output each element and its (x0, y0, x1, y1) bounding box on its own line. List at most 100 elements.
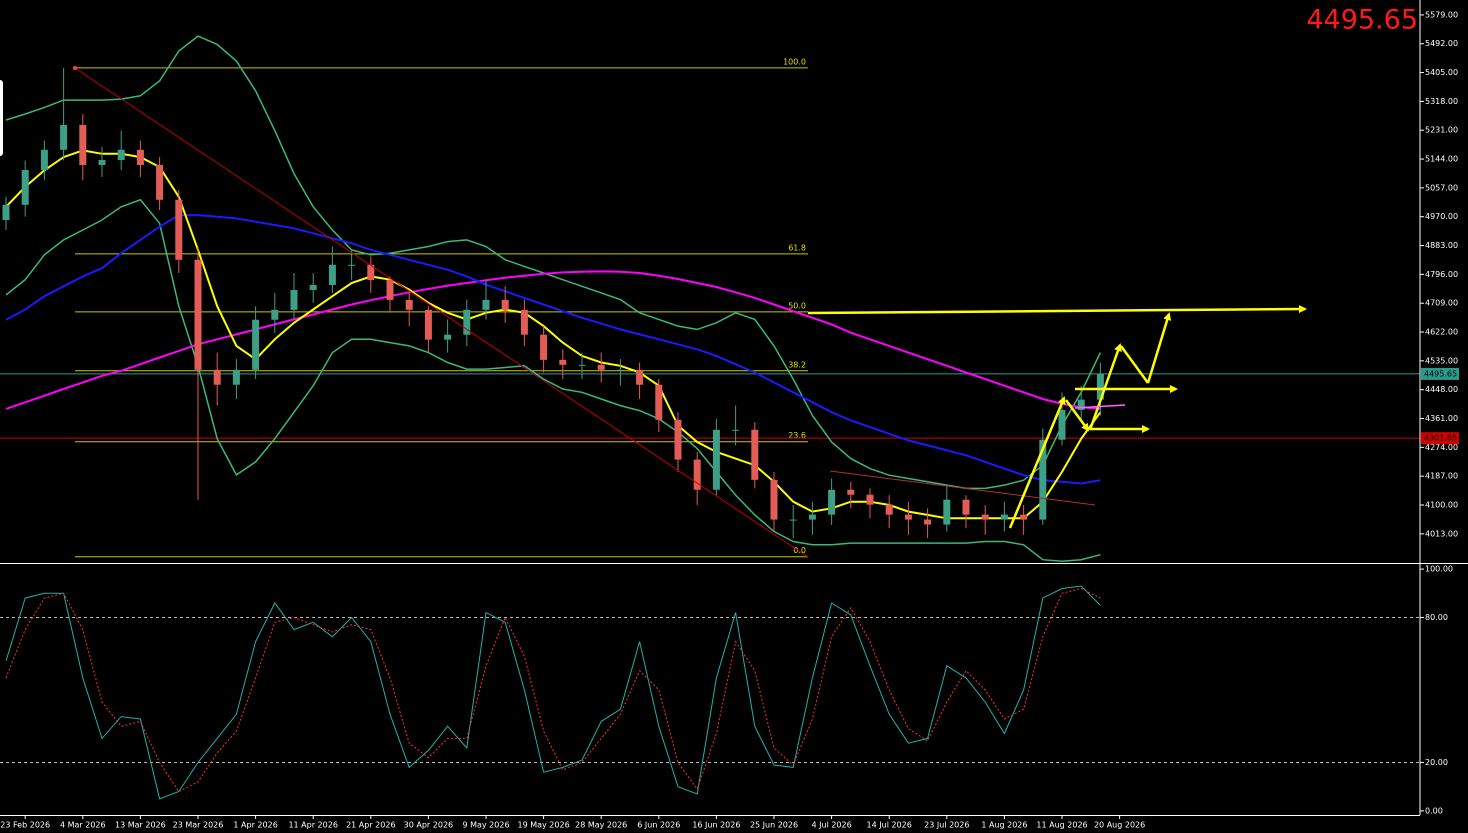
y-tick-label: 4970.00 (1425, 212, 1458, 221)
indicator-line (5, 587, 1101, 793)
annotation-line (1074, 404, 1126, 409)
candle-body (789, 519, 797, 521)
candle-body (866, 494, 874, 505)
x-tick-label: 19 May 2026 (518, 821, 570, 830)
x-tick-label: 28 May 2026 (575, 821, 627, 830)
y-tick-label: 4796.00 (1425, 270, 1458, 279)
candle-body (98, 160, 106, 166)
candle-body (520, 309, 528, 335)
candle-body (367, 264, 375, 281)
candle-body (60, 124, 68, 150)
y-tick-label: 5492.00 (1425, 39, 1458, 48)
candle-body (79, 124, 87, 166)
candle-body (117, 149, 125, 161)
candle-body (1096, 373, 1104, 400)
candle-body (1039, 439, 1047, 520)
y-tick-label: 4274.00 (1425, 443, 1458, 452)
candle-body (386, 280, 394, 300)
candle-body (732, 429, 740, 431)
fib-label: 0.0 (793, 546, 806, 555)
candle-body (405, 299, 413, 310)
y-tick-label: 4622.00 (1425, 328, 1458, 337)
candle-body (1058, 409, 1066, 440)
x-tick-label: 21 Apr 2026 (346, 821, 395, 830)
candle-body (1000, 514, 1008, 520)
fib-label: 38.2 (788, 360, 806, 369)
x-tick-label: 1 Aug 2026 (981, 821, 1027, 830)
x-tick-label: 16 Jun 2026 (692, 821, 740, 830)
y-tick-label: 80.00 (1425, 613, 1448, 622)
candle-body (328, 264, 336, 285)
y-tick-label: 5405.00 (1425, 68, 1458, 77)
x-tick-label: 1 Apr 2026 (233, 821, 277, 830)
indicator-line (5, 35, 1102, 490)
arrow (1064, 399, 1090, 432)
candle-body (424, 309, 432, 340)
candle-body (693, 459, 701, 490)
arrow (1119, 345, 1150, 384)
candle-body (597, 364, 605, 370)
y-tick-label: 4883.00 (1425, 241, 1458, 250)
candle-body (463, 309, 471, 335)
marker-price-tag (1421, 432, 1459, 445)
fib-label: 61.8 (788, 243, 806, 252)
trend-line (829, 470, 1096, 506)
candle-body (40, 149, 48, 170)
candle-body (444, 334, 452, 340)
y-tick-label: 4361.00 (1425, 414, 1458, 423)
candle-body (2, 204, 10, 221)
candle-body (636, 369, 644, 385)
x-tick-label: 23 Jul 2026 (924, 821, 969, 830)
candle-body (924, 519, 932, 525)
y-tick-label: 5057.00 (1425, 183, 1458, 192)
y-tick-label: 4448.00 (1425, 385, 1458, 394)
x-tick-label: 25 Jun 2026 (750, 821, 798, 830)
annotations (0, 66, 1307, 558)
candle-body (616, 369, 624, 371)
y-tick-label: 4709.00 (1425, 299, 1458, 308)
candle-body (847, 489, 855, 495)
fib-label: 23.6 (788, 431, 806, 440)
candle-body (559, 359, 567, 365)
x-tick-label: 23 Feb 2026 (0, 821, 50, 830)
y-tick-label: 4535.00 (1425, 356, 1458, 365)
arrow (1088, 343, 1122, 431)
arrow (807, 305, 1307, 315)
candle-body (290, 289, 298, 310)
candle-body (156, 165, 164, 200)
candle-body (751, 429, 759, 480)
marker-price-tag-label: 4301.65 (1424, 434, 1457, 443)
candle-body (213, 369, 221, 385)
y-tick-label: 20.00 (1425, 758, 1448, 767)
arrow (1008, 396, 1066, 529)
candle-body (271, 309, 279, 320)
candle-body (904, 514, 912, 520)
candle-body (943, 499, 951, 525)
candle-body (1020, 514, 1028, 520)
candle-body (962, 499, 970, 515)
plot-layer: 5579.00 5492.00 5405.00 5318.00 5231.00 5144.… (0, 10, 1459, 830)
candle-body (252, 319, 260, 370)
candle-body (136, 149, 144, 166)
candle-body (309, 284, 317, 290)
x-tick-label: 20 Aug 2026 (1094, 821, 1145, 830)
candle-body (578, 364, 586, 366)
candle-body (482, 299, 490, 310)
indicator-line (5, 270, 1101, 410)
x-tick-label: 4 Jul 2026 (812, 821, 852, 830)
y-tick-label: 4013.00 (1425, 529, 1458, 538)
candle-body (885, 504, 893, 515)
fib-label: 100.0 (783, 57, 806, 66)
anchor-dot (73, 66, 77, 70)
y-tick-label: 0.00 (1425, 806, 1443, 815)
trend-line (74, 67, 809, 558)
candle-body (501, 299, 509, 310)
y-tick-label: 5231.00 (1425, 126, 1458, 135)
indicator-line (5, 214, 1101, 485)
indicator-line (5, 149, 1102, 520)
candle-body (981, 514, 989, 520)
candle-body (21, 169, 29, 205)
y-tick-label: 5579.00 (1425, 10, 1458, 19)
candle-body (828, 489, 836, 515)
